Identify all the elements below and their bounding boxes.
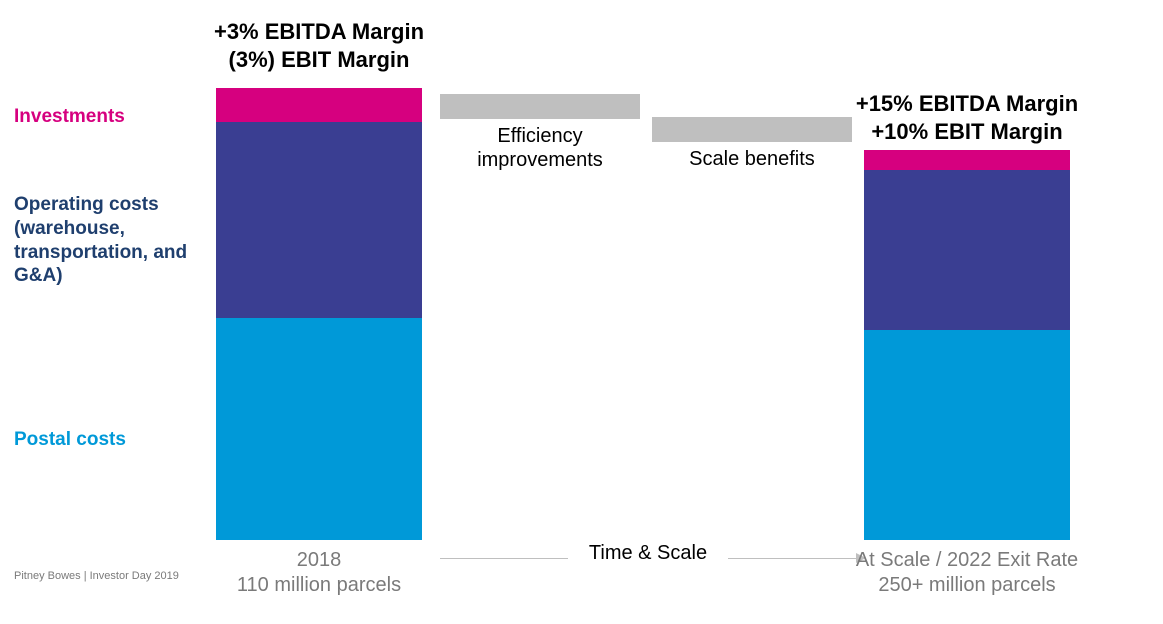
bridge-efficiency-label: Efficiency improvements xyxy=(440,124,640,172)
legend-operating-text: Operating costs (warehouse, transportati… xyxy=(14,193,204,288)
legend-investments: Investments xyxy=(14,105,204,129)
bar-left-investments xyxy=(216,88,422,122)
legend-postal: Postal costs xyxy=(14,428,204,452)
bar-right xyxy=(864,150,1070,540)
bar-left-bottom-label-line1: 2018 xyxy=(166,548,472,573)
bar-left-top-label: +3% EBITDA Margin (3%) EBIT Margin xyxy=(186,18,452,73)
bar-right-top-label-line1: +15% EBITDA Margin xyxy=(834,90,1100,118)
bar-right-top-label-line2: +10% EBIT Margin xyxy=(834,118,1100,146)
axis-label: Time & Scale xyxy=(568,542,728,565)
legend-investments-text: Investments xyxy=(14,105,204,129)
bar-right-postal xyxy=(864,330,1070,540)
bar-right-bottom-label-line2: 250+ million parcels xyxy=(814,573,1120,598)
bridge-scale xyxy=(652,117,852,142)
bar-left-top-label-line2: (3%) EBIT Margin xyxy=(186,46,452,74)
bar-left xyxy=(216,88,422,540)
bar-left-postal xyxy=(216,318,422,540)
bar-right-investments xyxy=(864,150,1070,170)
bar-right-bottom-label-line1: At Scale / 2022 Exit Rate xyxy=(814,548,1120,573)
bar-right-top-label: +15% EBITDA Margin +10% EBIT Margin xyxy=(834,90,1100,145)
footer-text: Pitney Bowes | Investor Day 2019 xyxy=(14,570,179,582)
bar-right-bottom-label: At Scale / 2022 Exit Rate 250+ million p… xyxy=(814,548,1120,598)
bar-left-bottom-label-line2: 110 million parcels xyxy=(166,573,472,598)
legend-operating: Operating costs (warehouse, transportati… xyxy=(14,193,204,288)
bar-left-top-label-line1: +3% EBITDA Margin xyxy=(186,18,452,46)
bar-left-operating xyxy=(216,122,422,318)
legend-postal-text: Postal costs xyxy=(14,428,204,452)
bridge-efficiency xyxy=(440,94,640,119)
bar-left-bottom-label: 2018 110 million parcels xyxy=(166,548,472,598)
bridge-scale-label: Scale benefits xyxy=(652,147,852,171)
bar-right-operating xyxy=(864,170,1070,330)
